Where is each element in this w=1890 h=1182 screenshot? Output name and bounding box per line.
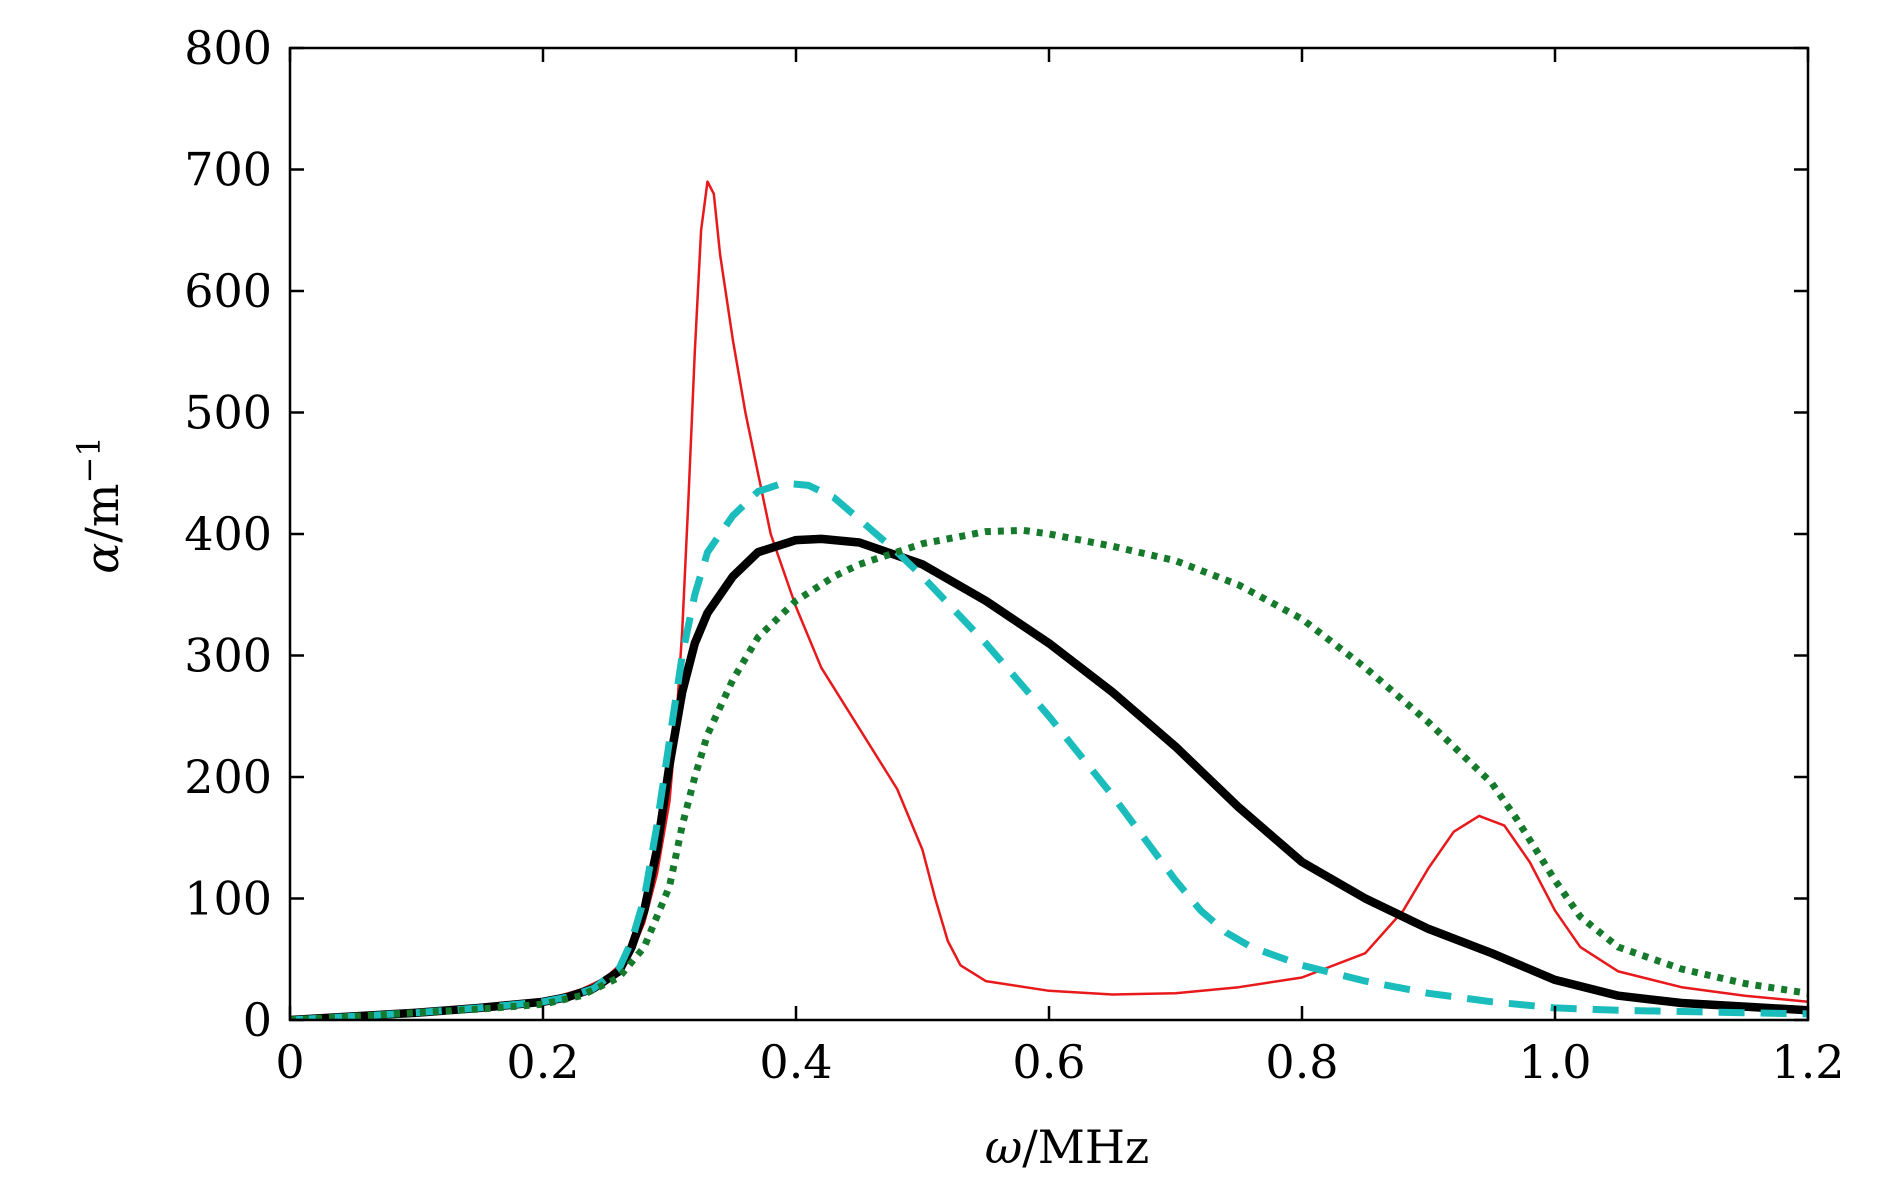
y-axis-unit: /m — [75, 483, 129, 542]
y-axis-symbol: α — [75, 543, 129, 574]
plot-frame — [288, 46, 1810, 1022]
y-axis-exponent: −1 — [70, 436, 108, 483]
x-axis-unit: /MHz — [1022, 1120, 1149, 1174]
y-tick-label: 600 — [184, 264, 272, 318]
y-tick-label: 400 — [184, 507, 272, 561]
y-axis-label: α/m−1 — [70, 436, 129, 573]
x-tick-label: 0.4 — [759, 1035, 832, 1089]
series-line-green-dotted — [290, 526, 1808, 1020]
y-tick-label: 800 — [184, 21, 272, 75]
x-tick-marks — [288, 48, 1810, 1020]
x-tick-label: 0.6 — [1012, 1035, 1085, 1089]
y-tick-label: 700 — [184, 143, 272, 197]
x-tick-label: 0.2 — [506, 1035, 579, 1089]
x-axis-symbol: ω — [985, 1120, 1023, 1174]
y-tick-label: 300 — [184, 629, 272, 683]
x-tick-label: 1.2 — [1771, 1035, 1844, 1089]
y-tick-label: 200 — [184, 750, 272, 804]
series-line-red-thin-solid — [290, 180, 1808, 1020]
y-tick-labels: 0 100 200 300 400 500 600 700 800 — [184, 21, 272, 1047]
y-tick-label: 0 — [243, 993, 272, 1047]
x-axis-label: ω/MHz — [985, 1120, 1149, 1174]
series-layer — [290, 180, 1808, 1020]
y-tick-label: 100 — [184, 872, 272, 926]
x-tick-label: 1.0 — [1518, 1035, 1591, 1089]
x-tick-label: 0.8 — [1265, 1035, 1338, 1089]
x-tick-label: 0 — [275, 1035, 304, 1089]
y-tick-marks — [290, 46, 1808, 1022]
x-tick-labels: 0 0.2 0.4 0.6 0.8 1.0 1.2 — [275, 1035, 1844, 1089]
y-tick-label: 500 — [184, 386, 272, 440]
series-line-cyan-dashed — [290, 479, 1808, 1020]
